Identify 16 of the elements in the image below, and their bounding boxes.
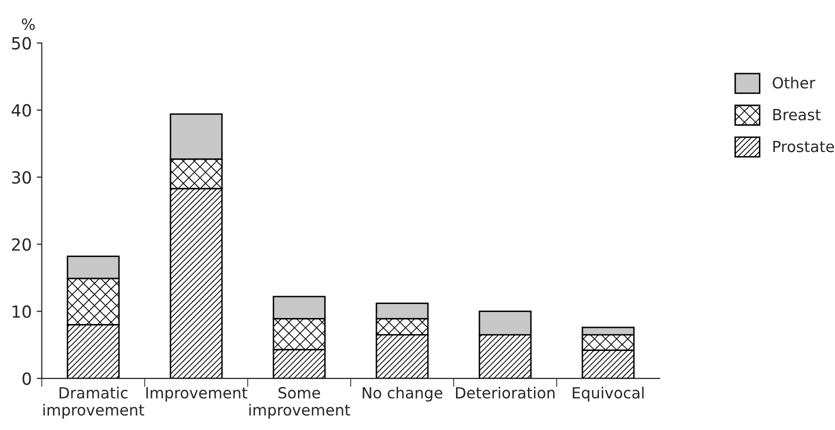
y-tick-label: 0 — [22, 372, 31, 385]
y-tick-label: 40 — [12, 104, 31, 117]
y-tick-label: 30 — [12, 171, 31, 184]
x-tick-label: Improvement — [146, 387, 248, 402]
x-tick-label: No change — [362, 386, 442, 402]
y-tick-label: 20 — [12, 238, 31, 251]
y-tick-label: 10 — [12, 305, 31, 318]
legend-label: Prostate — [773, 140, 834, 152]
x-tick-label: Equivocal — [572, 386, 644, 402]
legend-label: Breast — [773, 109, 821, 120]
x-tick-label: Some improvement — [249, 387, 350, 419]
y-axis-title: % — [22, 18, 35, 30]
legend-label: Other — [772, 76, 816, 89]
x-tick-label: Dramatic improvement — [43, 386, 144, 419]
x-tick-label: Deterioration — [456, 386, 555, 399]
y-tick-label: 50 — [12, 36, 31, 50]
